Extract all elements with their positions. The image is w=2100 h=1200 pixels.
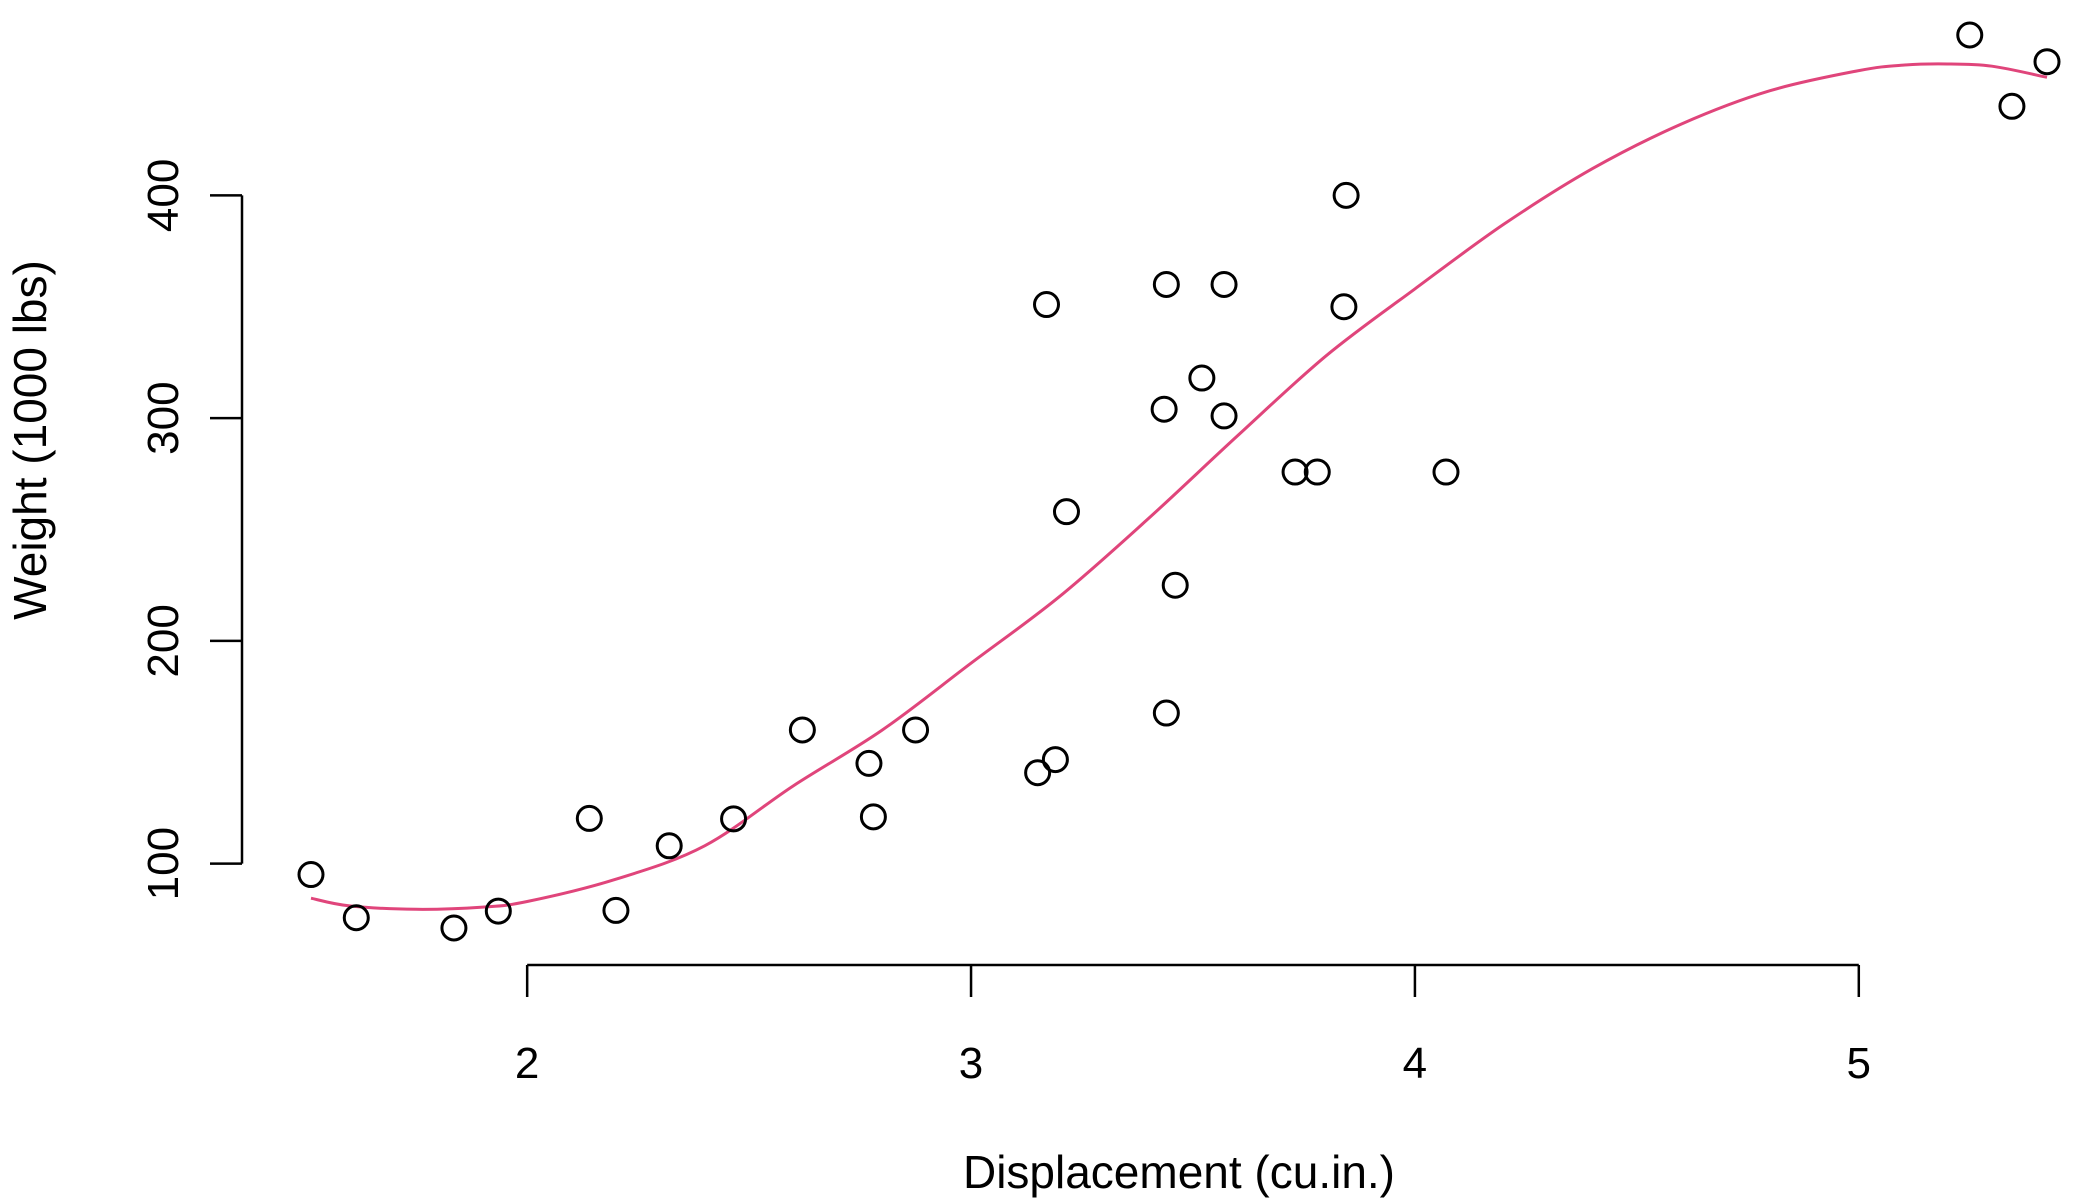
data-point <box>1041 746 1069 774</box>
data-point <box>1152 270 1180 298</box>
x-tick-label: 5 <box>1847 1039 1871 1088</box>
data-point <box>1152 699 1180 727</box>
data-point <box>655 832 683 860</box>
y-axis-ticks: 100 200 300 400 <box>139 159 242 900</box>
x-tick-label: 2 <box>515 1039 539 1088</box>
data-point <box>1024 759 1052 787</box>
y-tick-label: 400 <box>139 159 188 232</box>
data-point <box>1052 498 1080 526</box>
data-point <box>1303 458 1331 486</box>
data-point <box>1956 21 1984 49</box>
y-tick-label: 200 <box>139 604 188 677</box>
data-point <box>2033 48 2061 76</box>
data-point <box>1150 395 1178 423</box>
data-point <box>297 861 325 889</box>
x-axis-ticks: 2 3 4 5 <box>515 965 1871 1088</box>
data-point <box>855 749 883 777</box>
data-point <box>1998 92 2026 120</box>
data-point <box>602 896 630 924</box>
y-axis-title: Weight (1000 lbs) <box>4 260 56 620</box>
y-tick-label: 300 <box>139 381 188 454</box>
data-point <box>1161 571 1189 599</box>
x-tick-label: 3 <box>959 1039 983 1088</box>
data-point <box>484 897 512 925</box>
data-point <box>720 805 748 833</box>
data-point <box>575 804 603 832</box>
data-point <box>1330 293 1358 321</box>
data-point <box>1332 181 1360 209</box>
fitted-curve <box>310 62 2048 911</box>
data-point <box>859 803 887 831</box>
data-point <box>788 716 816 744</box>
data-point <box>440 914 468 942</box>
data-point <box>342 904 370 932</box>
data-point <box>1432 458 1460 486</box>
x-tick-label: 4 <box>1403 1039 1427 1088</box>
data-points <box>297 21 2061 942</box>
data-point <box>1210 270 1238 298</box>
y-tick-label: 100 <box>139 827 188 900</box>
data-point <box>1210 402 1238 430</box>
data-point <box>1281 458 1309 486</box>
axes: 2 3 4 5 100 200 300 400 <box>139 159 1871 1088</box>
data-point <box>1188 364 1216 392</box>
data-point <box>902 716 930 744</box>
data-point <box>1033 291 1061 319</box>
x-axis-title: Displacement (cu.in.) <box>963 1146 1395 1198</box>
